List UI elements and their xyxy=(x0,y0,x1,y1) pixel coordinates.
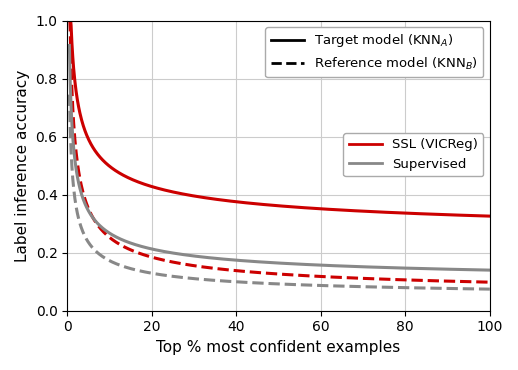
X-axis label: Top % most confident examples: Top % most confident examples xyxy=(156,340,400,355)
Legend: SSL (VICReg), Supervised: SSL (VICReg), Supervised xyxy=(343,133,483,176)
Y-axis label: Label inference accuracy: Label inference accuracy xyxy=(15,70,30,262)
